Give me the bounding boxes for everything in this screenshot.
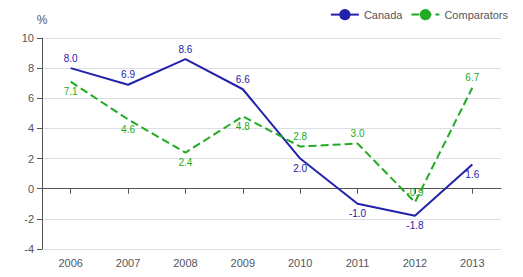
svg-text:2013: 2013 bbox=[460, 257, 484, 269]
svg-text:-4: -4 bbox=[24, 243, 34, 255]
svg-text:3.0: 3.0 bbox=[351, 128, 365, 139]
svg-text:Canada: Canada bbox=[364, 9, 403, 21]
svg-text:2010: 2010 bbox=[288, 257, 312, 269]
svg-text:1.6: 1.6 bbox=[465, 169, 479, 180]
svg-text:2011: 2011 bbox=[346, 257, 370, 269]
svg-text:6: 6 bbox=[28, 92, 34, 104]
svg-text:-1.8: -1.8 bbox=[406, 220, 424, 231]
svg-text:2007: 2007 bbox=[116, 257, 140, 269]
svg-text:8.0: 8.0 bbox=[64, 53, 78, 64]
svg-text:6.7: 6.7 bbox=[465, 72, 479, 83]
svg-text:4.8: 4.8 bbox=[236, 121, 250, 132]
svg-text:6.6: 6.6 bbox=[236, 74, 250, 85]
svg-text:8.6: 8.6 bbox=[178, 44, 192, 55]
svg-text:-2: -2 bbox=[24, 213, 34, 225]
svg-text:-0.9: -0.9 bbox=[406, 187, 424, 198]
svg-text:%: % bbox=[37, 13, 48, 27]
svg-text:4.6: 4.6 bbox=[121, 124, 135, 135]
svg-text:2012: 2012 bbox=[403, 257, 427, 269]
svg-text:6.9: 6.9 bbox=[121, 69, 135, 80]
svg-text:2: 2 bbox=[28, 153, 34, 165]
svg-text:8: 8 bbox=[28, 62, 34, 74]
svg-text:-1.0: -1.0 bbox=[349, 208, 367, 219]
svg-text:2006: 2006 bbox=[58, 257, 82, 269]
svg-text:Comparators: Comparators bbox=[444, 9, 508, 21]
svg-text:4: 4 bbox=[28, 122, 34, 134]
svg-text:0: 0 bbox=[28, 183, 34, 195]
svg-text:2008: 2008 bbox=[173, 257, 197, 269]
svg-text:2.4: 2.4 bbox=[178, 157, 192, 168]
svg-text:10: 10 bbox=[22, 32, 34, 44]
svg-text:2.0: 2.0 bbox=[293, 163, 307, 174]
svg-text:2.8: 2.8 bbox=[293, 131, 307, 142]
svg-text:7.1: 7.1 bbox=[64, 86, 78, 97]
svg-text:2009: 2009 bbox=[231, 257, 255, 269]
